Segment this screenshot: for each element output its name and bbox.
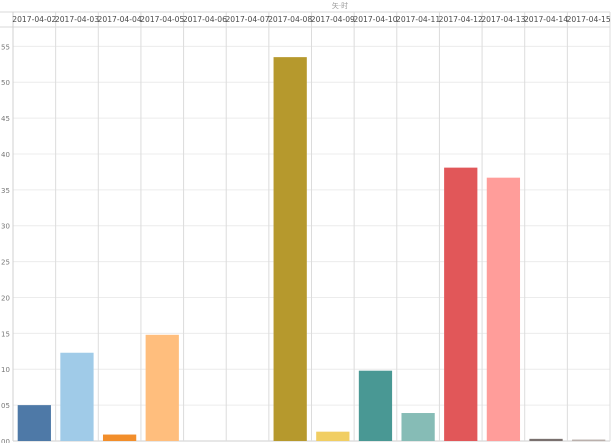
y-tick-label: 55 xyxy=(1,43,10,51)
y-tick-label: 50 xyxy=(1,79,10,87)
chart-top-header: 矢·时 xyxy=(332,1,348,10)
column-header-label: 2017-04-08 xyxy=(268,15,312,24)
y-tick-label: 20 xyxy=(1,294,10,302)
bar xyxy=(316,431,350,441)
bar xyxy=(273,57,307,441)
column-header-label: 2017-04-14 xyxy=(524,15,568,24)
column-header-label: 2017-04-06 xyxy=(183,15,227,24)
column-header-label: 2017-04-11 xyxy=(396,15,440,24)
column-header-label: 2017-04-03 xyxy=(55,15,99,24)
column-header-label: 2017-04-13 xyxy=(481,15,525,24)
bar xyxy=(572,439,606,442)
column-header-labels: 2017-04-022017-04-032017-04-042017-04-05… xyxy=(12,15,611,24)
column-header-label: 2017-04-07 xyxy=(225,15,269,24)
bar xyxy=(17,405,51,441)
column-header-label: 2017-04-10 xyxy=(353,15,397,24)
column-header-label: 2017-04-15 xyxy=(567,15,611,24)
column-header-label: 2017-04-12 xyxy=(439,15,483,24)
column-dividers xyxy=(12,12,611,441)
y-tick-label: 30 xyxy=(1,223,10,231)
y-tick-label: 10 xyxy=(1,366,10,374)
y-tick-label: 40 xyxy=(1,151,10,159)
bar xyxy=(358,370,393,441)
y-tick-label: 35 xyxy=(1,187,10,195)
column-header-label: 2017-04-04 xyxy=(98,15,142,24)
bar xyxy=(401,413,435,441)
y-tick-label: 15 xyxy=(1,330,10,338)
bars xyxy=(17,57,606,442)
y-tick-label: 00 xyxy=(1,438,10,443)
column-header-label: 2017-04-05 xyxy=(140,15,184,24)
column-header-label: 2017-04-09 xyxy=(311,15,355,24)
bar xyxy=(102,434,137,441)
y-tick-label: 05 xyxy=(1,402,10,410)
y-axis-tick-labels: 00 05 10 15 20 25 30 35 40 45 50 55 xyxy=(1,43,10,446)
y-tick-label: 25 xyxy=(1,259,10,267)
bar xyxy=(60,352,94,441)
y-tick-label: 45 xyxy=(1,115,10,123)
bar xyxy=(529,438,563,441)
bar xyxy=(486,177,521,441)
column-header-label: 2017-04-02 xyxy=(12,15,56,24)
bar xyxy=(444,167,478,441)
bar xyxy=(145,334,179,441)
